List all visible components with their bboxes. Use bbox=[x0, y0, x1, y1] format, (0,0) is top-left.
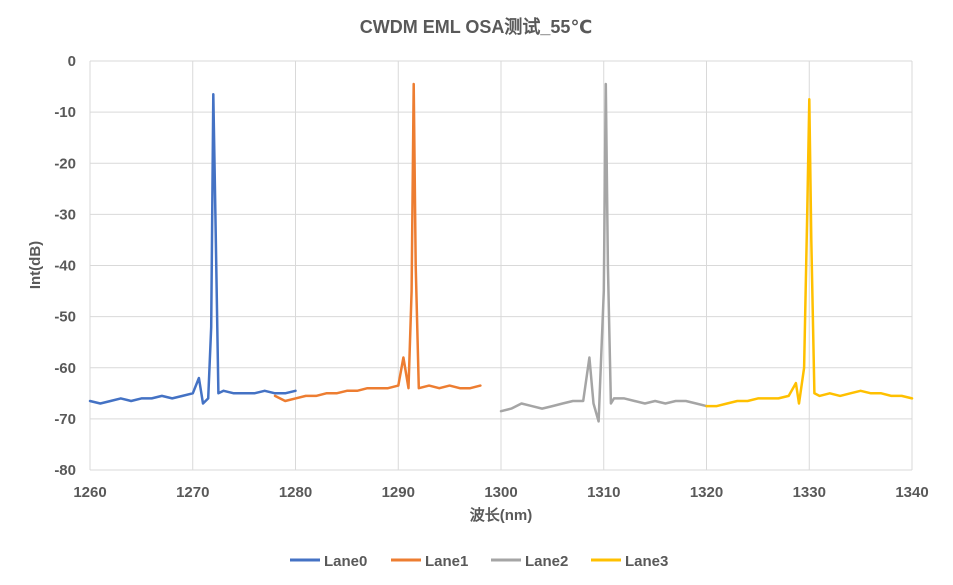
x-axis-label: 波长(nm) bbox=[470, 506, 533, 524]
x-axis-ticks: 1260 1270 1280 1290 1300 1310 1320 1330 1340 bbox=[73, 484, 928, 501]
series-lines bbox=[88, 82, 914, 423]
legend-label-lane3: Lane3 bbox=[625, 553, 668, 570]
grid bbox=[89, 60, 913, 471]
y-tick-label: -60 bbox=[54, 360, 76, 377]
x-tick-label: 1280 bbox=[279, 484, 312, 501]
y-tick-label: -10 bbox=[54, 104, 76, 121]
x-tick-label: 1330 bbox=[793, 484, 826, 501]
x-tick-label: 1300 bbox=[484, 484, 517, 501]
legend-label-lane2: Lane2 bbox=[525, 553, 568, 570]
y-axis-label: Int(dB) bbox=[27, 241, 44, 289]
series-line-lane3 bbox=[705, 98, 914, 408]
x-tick-label: 1290 bbox=[382, 484, 415, 501]
legend: Lane0 Lane1 Lane2 Lane3 bbox=[290, 553, 668, 570]
x-tick-label: 1310 bbox=[587, 484, 620, 501]
legend-label-lane1: Lane1 bbox=[425, 553, 468, 570]
y-tick-label: -80 bbox=[54, 462, 76, 479]
x-tick-label: 1260 bbox=[73, 484, 106, 501]
y-tick-label: -70 bbox=[54, 411, 76, 428]
y-tick-label: 0 bbox=[68, 53, 76, 70]
y-tick-label: -30 bbox=[54, 206, 76, 223]
series-line-lane2 bbox=[499, 82, 708, 423]
y-tick-label: -20 bbox=[54, 155, 76, 172]
legend-label-lane0: Lane0 bbox=[324, 553, 367, 570]
series-line-lane0 bbox=[88, 92, 297, 405]
series-line-lane1 bbox=[273, 82, 482, 403]
chart-title: CWDM EML OSA测试_55℃ bbox=[360, 16, 593, 37]
y-tick-label: -40 bbox=[54, 258, 76, 275]
y-tick-label: -50 bbox=[54, 309, 76, 326]
x-tick-label: 1270 bbox=[176, 484, 209, 501]
x-tick-label: 1340 bbox=[895, 484, 928, 501]
x-tick-label: 1320 bbox=[690, 484, 723, 501]
y-axis-ticks: 0 -10 -20 -30 -40 -50 -60 -70 -80 bbox=[54, 53, 76, 479]
